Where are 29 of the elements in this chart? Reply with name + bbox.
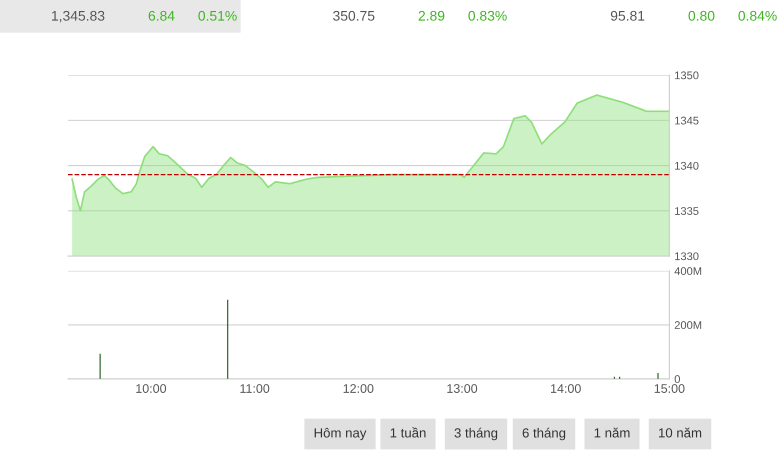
text: 1 tuần (390, 427, 426, 438)
text: 6.84 (148, 10, 175, 21)
text: 6 tháng (522, 428, 566, 440)
text: 10 năm (659, 428, 702, 438)
text: 0.84% (738, 10, 777, 21)
text: 1 năm (594, 428, 630, 438)
y-tick-label: 1340 (675, 162, 699, 170)
text: 350.75 (333, 10, 374, 21)
text: 0.83% (468, 10, 507, 21)
text: Hôm nay (314, 428, 366, 440)
y-tick-label: 1350 (675, 71, 699, 80)
y-tick-label: 0 (674, 375, 680, 384)
y-tick-label: 1335 (675, 207, 698, 215)
text: 0.51% (198, 10, 237, 21)
y-tick-label: 400M (674, 267, 702, 276)
text: 1,345.83 (52, 10, 104, 22)
y-tick-label: 1345 (675, 116, 698, 125)
text: 95.81 (610, 10, 644, 21)
y-tick-label: 200M (674, 321, 702, 330)
x-tick-label: 14:00 (551, 384, 581, 393)
x-tick-label: 12:00 (344, 384, 374, 393)
text: 3 tháng (454, 428, 498, 440)
x-tick-label: 10:00 (136, 384, 166, 393)
x-tick-label: 11:00 (240, 384, 270, 393)
text: 2.89 (418, 10, 444, 21)
text: 0.80 (688, 10, 714, 21)
x-tick-label: 13:00 (447, 384, 478, 393)
y-tick-label: 1330 (675, 252, 699, 260)
x-tick-label: 15:00 (654, 384, 685, 393)
